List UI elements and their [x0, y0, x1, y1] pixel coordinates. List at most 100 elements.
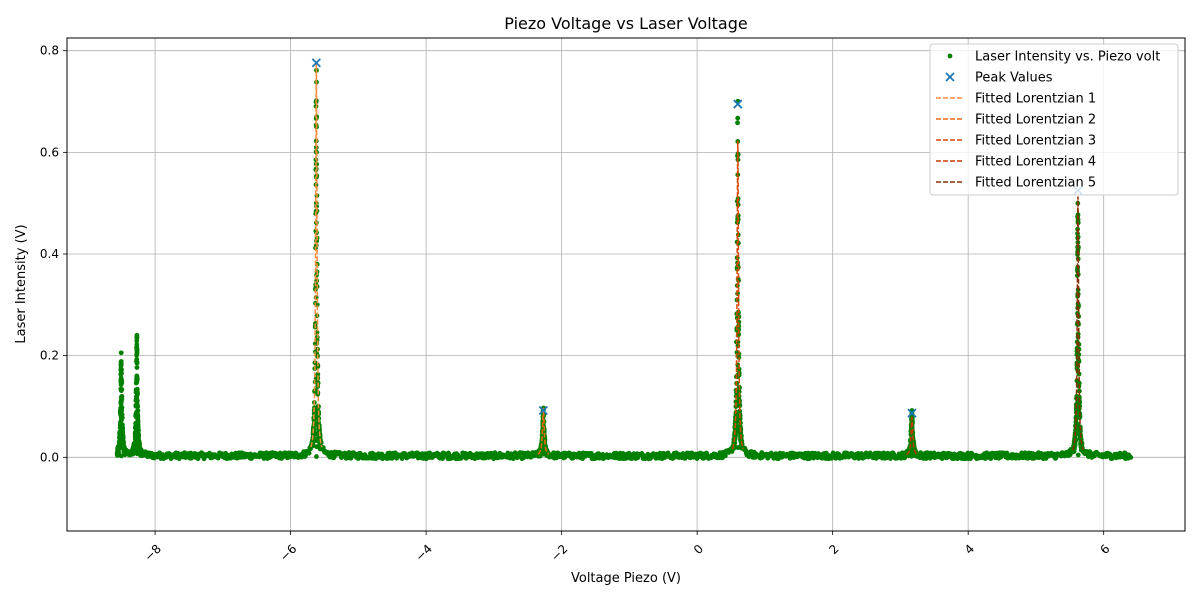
- x-tick-label: −8: [142, 542, 164, 564]
- scatter-point: [136, 433, 141, 438]
- scatter-point: [118, 359, 124, 364]
- scatter-point: [118, 350, 124, 356]
- scatter-point: [948, 451, 954, 457]
- y-tick-label: 0.6: [40, 145, 59, 159]
- peak-marker: [311, 58, 321, 68]
- scatter-point: [119, 387, 125, 392]
- scatter-point: [134, 379, 140, 384]
- scatter-point: [134, 342, 140, 348]
- scatter-point: [118, 417, 124, 423]
- legend-label: Fitted Lorentzian 4: [975, 155, 1096, 170]
- scatter-point: [736, 319, 742, 325]
- legend-label: Laser Intensity vs. Piezo volt: [975, 50, 1160, 65]
- scatter-point: [118, 443, 124, 449]
- scatter-point: [1075, 452, 1081, 458]
- scatter-point: [134, 451, 140, 457]
- legend: Laser Intensity vs. Piezo volt Peak Value…: [929, 43, 1179, 196]
- scatter-point: [118, 408, 123, 413]
- scatter-point: [313, 406, 319, 412]
- fit-line: [731, 140, 744, 450]
- legend-swatch-x: [945, 72, 955, 82]
- plot-frame: [66, 37, 1186, 532]
- scatter-point: [118, 453, 124, 459]
- scatter-point: [306, 450, 312, 456]
- scatter-point: [310, 438, 315, 444]
- scatter-point: [735, 115, 741, 121]
- scatter-point: [134, 442, 140, 448]
- scatter-point: [133, 421, 139, 427]
- x-tick-label: −4: [413, 542, 435, 564]
- y-tick-label: 0.8: [40, 44, 59, 58]
- peak-marker: [733, 99, 743, 109]
- scatter-point: [134, 395, 140, 401]
- scatter-point: [909, 452, 915, 458]
- peak-marker-stroke: [538, 405, 548, 416]
- scatter-point: [114, 451, 120, 457]
- legend-entry: Fitted Lorentzian 1: [936, 92, 1096, 107]
- y-tick-label: 0.2: [40, 349, 59, 363]
- peak-marker-stroke: [311, 58, 321, 68]
- scatter-point: [134, 352, 140, 358]
- scatter-point: [118, 379, 124, 385]
- scatter-point: [134, 365, 140, 370]
- legend-entry: Laser Intensity vs. Piezo volt: [947, 50, 1160, 65]
- scatter-point: [657, 450, 663, 456]
- y-tick-label: 0.4: [40, 247, 59, 261]
- peak-marker-stroke: [907, 408, 917, 418]
- scatter-point: [313, 438, 319, 444]
- legend-entry: Fitted Lorentzian 5: [936, 176, 1096, 191]
- scatter-point: [1075, 422, 1081, 427]
- scatter-point: [314, 444, 319, 450]
- scatter-point: [315, 371, 321, 377]
- scatter-point: [134, 335, 140, 341]
- scatter-point: [134, 356, 140, 362]
- x-tick-label: 2: [826, 542, 841, 557]
- scatter-point: [134, 388, 140, 394]
- legend-entry: Fitted Lorentzian 4: [936, 155, 1096, 170]
- scatter-point: [735, 445, 741, 450]
- scatter-point: [118, 375, 124, 381]
- x-tick-label: 6: [1097, 542, 1112, 557]
- scatter-point: [1128, 454, 1134, 460]
- legend-entry: Fitted Lorentzian 3: [936, 134, 1096, 149]
- scatter-point: [807, 456, 812, 461]
- y-axis-label: Laser Intensity (V): [14, 224, 29, 343]
- fit-layer: [310, 61, 1085, 456]
- scatter-point: [735, 418, 740, 424]
- scatter-point: [118, 401, 124, 407]
- x-tick-label: 4: [962, 542, 977, 557]
- y-tick-label: 0.0: [40, 450, 59, 464]
- fit-line: [906, 415, 918, 456]
- scatter-point: [313, 431, 319, 437]
- legend-label: Fitted Lorentzian 2: [975, 113, 1096, 128]
- scatter-point: [118, 371, 124, 376]
- scatter-point: [134, 447, 140, 453]
- scatter-point: [314, 454, 319, 459]
- scatter-point: [118, 439, 124, 445]
- scatter-point: [134, 360, 140, 366]
- scatter-point: [134, 425, 140, 431]
- scatter-point: [736, 389, 742, 394]
- chart-title: Piezo Voltage vs Laser Voltage: [504, 14, 747, 33]
- fit-line: [537, 407, 550, 455]
- scatter-point: [540, 451, 546, 457]
- legend-label: Fitted Lorentzian 3: [975, 134, 1096, 149]
- scatter-point: [313, 415, 319, 420]
- scatter-point: [134, 346, 140, 352]
- scatter-point: [118, 435, 124, 441]
- scatter-point: [316, 427, 322, 433]
- legend-label: Peak Values: [975, 71, 1053, 86]
- peak-marker: [538, 405, 548, 416]
- scatter-point: [1075, 240, 1081, 245]
- scatter-point: [118, 430, 124, 435]
- scatter-point: [722, 453, 728, 459]
- legend-entry: Fitted Lorentzian 2: [936, 113, 1096, 128]
- scatter-point: [121, 447, 127, 453]
- scatter-point: [118, 365, 124, 371]
- legend-label: Fitted Lorentzian 5: [975, 176, 1096, 191]
- legend-label: Fitted Lorentzian 1: [975, 92, 1096, 107]
- peak-marker: [907, 408, 917, 418]
- x-tick-label: −2: [548, 542, 570, 564]
- legend-entry: Peak Values: [945, 71, 1053, 86]
- fit-line: [1071, 196, 1085, 451]
